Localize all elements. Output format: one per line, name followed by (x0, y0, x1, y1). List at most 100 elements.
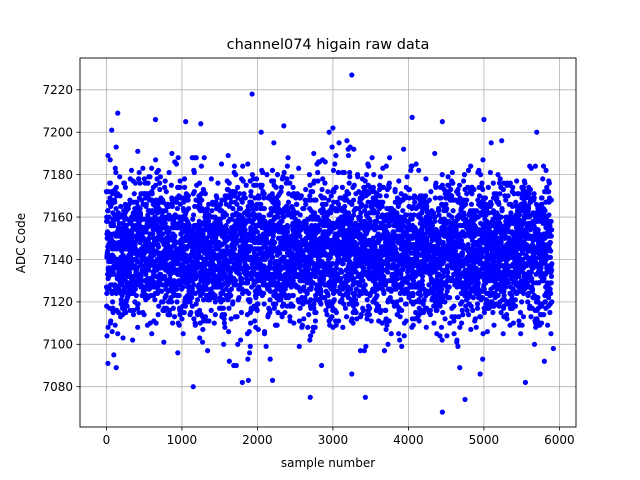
data-point (385, 269, 391, 275)
data-point (221, 341, 227, 347)
data-point (444, 333, 450, 339)
data-point (209, 208, 215, 214)
data-point (308, 297, 314, 303)
data-point (212, 312, 218, 318)
data-point (237, 191, 243, 197)
data-point (371, 172, 377, 178)
data-point (301, 316, 307, 322)
data-point (275, 214, 281, 220)
data-point (162, 220, 168, 227)
data-point (427, 312, 434, 318)
data-point (253, 176, 260, 182)
data-point (436, 205, 442, 212)
data-point (182, 303, 189, 309)
data-point (245, 280, 251, 286)
data-point (245, 356, 251, 362)
data-point (385, 341, 391, 347)
data-point (136, 169, 142, 176)
data-point (254, 307, 260, 313)
data-point (167, 275, 173, 282)
data-point (196, 250, 202, 256)
data-point (155, 167, 162, 173)
data-point (274, 322, 280, 328)
data-point (105, 324, 111, 330)
data-point (125, 205, 131, 212)
data-point (450, 180, 456, 186)
data-point (255, 326, 261, 333)
data-point (150, 227, 156, 233)
data-point (187, 299, 193, 305)
data-point (459, 299, 465, 305)
data-point (202, 191, 208, 197)
data-point (205, 218, 212, 224)
data-point (238, 309, 245, 316)
data-point (315, 178, 321, 184)
data-point (439, 337, 445, 343)
data-point (289, 174, 295, 180)
data-point (230, 299, 236, 305)
data-point (200, 326, 206, 333)
data-point (269, 167, 276, 173)
data-point (422, 193, 429, 199)
data-point (207, 244, 214, 250)
data-point (213, 235, 219, 241)
data-point (135, 148, 141, 154)
data-point (267, 288, 274, 294)
data-point (189, 303, 195, 309)
data-point (306, 172, 313, 178)
data-point (345, 152, 352, 159)
data-point (211, 320, 217, 326)
data-point (340, 324, 346, 330)
data-point (157, 180, 163, 186)
data-point (129, 278, 136, 284)
data-point (159, 288, 165, 294)
data-point (113, 184, 119, 190)
data-point (191, 316, 197, 322)
data-point (362, 178, 368, 184)
data-point (325, 189, 331, 195)
data-point (104, 333, 110, 339)
data-point (194, 273, 200, 280)
data-point (236, 271, 243, 277)
data-point (346, 180, 352, 186)
data-point (137, 205, 143, 212)
data-point (296, 343, 302, 350)
data-point (123, 309, 129, 316)
data-point (353, 309, 359, 316)
data-point (228, 316, 234, 322)
data-point (194, 297, 201, 303)
data-point (256, 195, 262, 201)
data-point (147, 261, 153, 267)
data-point (273, 301, 279, 307)
data-point (189, 286, 196, 292)
data-point (212, 299, 218, 305)
data-point (474, 305, 481, 311)
data-point (198, 227, 204, 233)
data-point (146, 267, 152, 273)
data-point (215, 180, 221, 186)
data-point (247, 343, 253, 350)
data-point (383, 307, 389, 313)
data-point (386, 155, 393, 161)
data-point (199, 339, 206, 345)
data-point (225, 328, 232, 335)
data-point (290, 184, 296, 190)
data-point (201, 155, 207, 161)
data-point (200, 288, 206, 294)
data-point (105, 152, 111, 159)
data-point (213, 199, 219, 205)
data-point (261, 328, 268, 335)
data-point (107, 157, 113, 163)
data-point (305, 324, 311, 330)
data-point (191, 282, 197, 288)
data-point (197, 335, 203, 341)
data-point (126, 201, 132, 207)
data-point (259, 182, 265, 188)
data-point (454, 337, 460, 343)
data-point (381, 348, 388, 354)
data-point (471, 186, 477, 193)
data-point (468, 326, 474, 333)
data-point (285, 155, 291, 161)
data-point (438, 324, 445, 330)
data-point (248, 189, 254, 195)
